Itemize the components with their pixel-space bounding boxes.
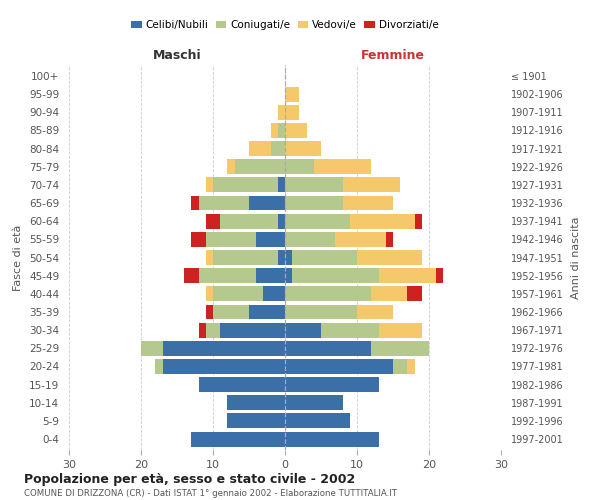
Bar	[278, 214, 285, 228]
Bar	[379, 268, 436, 283]
Bar	[199, 268, 256, 283]
Bar	[407, 286, 422, 302]
Bar	[206, 322, 220, 338]
Bar	[191, 232, 206, 247]
Bar	[386, 232, 393, 247]
Bar	[249, 304, 285, 320]
Bar	[285, 414, 350, 428]
Bar	[335, 232, 386, 247]
Bar	[184, 268, 199, 283]
Bar	[357, 304, 393, 320]
Bar	[285, 123, 307, 138]
Bar	[285, 214, 350, 228]
Bar	[285, 178, 343, 192]
Legend: Celibi/Nubili, Coniugati/e, Vedovi/e, Divorziati/e: Celibi/Nubili, Coniugati/e, Vedovi/e, Di…	[127, 16, 443, 34]
Bar	[263, 286, 285, 302]
Bar	[415, 214, 422, 228]
Bar	[163, 341, 285, 355]
Bar	[220, 322, 285, 338]
Bar	[155, 359, 163, 374]
Bar	[285, 341, 371, 355]
Bar	[256, 268, 285, 283]
Bar	[278, 123, 285, 138]
Bar	[206, 232, 256, 247]
Bar	[191, 196, 199, 210]
Bar	[206, 250, 213, 265]
Bar	[285, 196, 343, 210]
Bar	[220, 214, 278, 228]
Text: Popolazione per età, sesso e stato civile - 2002: Popolazione per età, sesso e stato civil…	[24, 472, 355, 486]
Bar	[271, 123, 278, 138]
Bar	[285, 86, 299, 102]
Bar	[206, 214, 220, 228]
Text: Femmine: Femmine	[361, 50, 425, 62]
Bar	[285, 141, 321, 156]
Bar	[206, 304, 213, 320]
Bar	[285, 268, 292, 283]
Bar	[227, 160, 235, 174]
Bar	[285, 432, 379, 446]
Bar	[199, 322, 206, 338]
Bar	[271, 141, 285, 156]
Bar	[285, 250, 292, 265]
Bar	[206, 286, 213, 302]
Bar	[343, 196, 393, 210]
Bar	[371, 341, 429, 355]
Bar	[191, 432, 285, 446]
Bar	[343, 178, 400, 192]
Bar	[213, 286, 263, 302]
Bar	[199, 377, 285, 392]
Y-axis label: Fasce di età: Fasce di età	[13, 224, 23, 290]
Bar	[249, 141, 271, 156]
Text: Maschi: Maschi	[152, 50, 202, 62]
Bar	[292, 268, 379, 283]
Bar	[285, 286, 371, 302]
Bar	[285, 304, 357, 320]
Bar	[206, 178, 213, 192]
Bar	[235, 160, 285, 174]
Bar	[278, 105, 285, 120]
Bar	[163, 359, 285, 374]
Bar	[278, 178, 285, 192]
Bar	[407, 359, 415, 374]
Bar	[213, 250, 278, 265]
Y-axis label: Anni di nascita: Anni di nascita	[571, 216, 581, 298]
Bar	[285, 359, 393, 374]
Bar	[393, 359, 407, 374]
Bar	[314, 160, 371, 174]
Bar	[292, 250, 357, 265]
Bar	[371, 286, 407, 302]
Bar	[436, 268, 443, 283]
Bar	[285, 105, 299, 120]
Bar	[213, 304, 249, 320]
Bar	[285, 322, 321, 338]
Bar	[321, 322, 379, 338]
Bar	[249, 196, 285, 210]
Bar	[256, 232, 285, 247]
Bar	[278, 250, 285, 265]
Bar	[141, 341, 163, 355]
Bar	[357, 250, 422, 265]
Bar	[227, 396, 285, 410]
Bar	[199, 196, 249, 210]
Bar	[213, 178, 278, 192]
Bar	[227, 414, 285, 428]
Bar	[379, 322, 422, 338]
Bar	[285, 232, 335, 247]
Bar	[285, 377, 379, 392]
Text: COMUNE DI DRIZZONA (CR) - Dati ISTAT 1° gennaio 2002 - Elaborazione TUTTITALIA.I: COMUNE DI DRIZZONA (CR) - Dati ISTAT 1° …	[24, 489, 397, 498]
Bar	[285, 160, 314, 174]
Bar	[285, 396, 343, 410]
Bar	[350, 214, 415, 228]
